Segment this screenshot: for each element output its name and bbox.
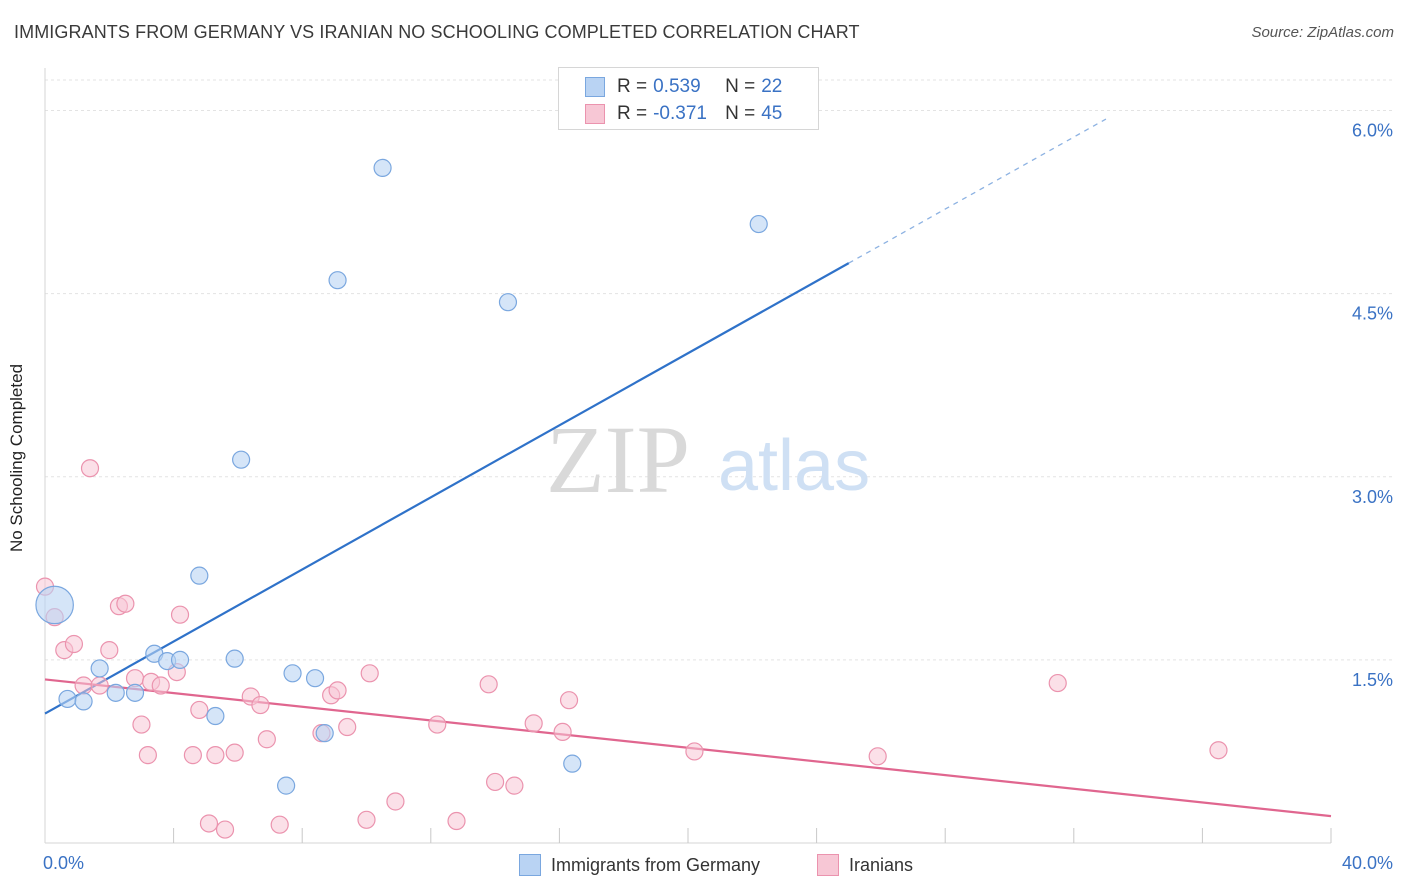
data-point-iranians — [257, 730, 276, 749]
stats-legend: R = 0.539 N = 22 R = -0.371 N = 45 — [558, 67, 819, 130]
data-point-iranians — [100, 641, 119, 660]
data-point-germany — [58, 689, 77, 709]
data-point-iranians — [183, 746, 202, 765]
data-point-iranians — [132, 715, 151, 734]
data-point-germany — [277, 776, 296, 795]
data-point-iranians — [479, 675, 498, 694]
data-point-iranians — [559, 691, 579, 710]
y-tick-label: 3.0% — [1352, 487, 1393, 507]
data-point-germany — [90, 659, 109, 678]
data-point-iranians — [338, 717, 357, 737]
r-value: -0.371 — [653, 103, 707, 124]
data-point-iranians — [206, 746, 225, 765]
y-tick-label: 1.5% — [1352, 670, 1393, 690]
data-point-iranians — [505, 776, 524, 795]
grid-lines — [45, 79, 1392, 661]
r-label: R = — [617, 103, 648, 124]
watermark: ZIP atlas — [546, 406, 870, 513]
data-point-germany — [225, 649, 244, 668]
data-point-iranians — [74, 676, 93, 695]
data-point-iranians — [553, 722, 572, 742]
data-point-germany — [106, 683, 125, 702]
data-point-iranians — [116, 594, 135, 613]
data-point-germany — [125, 683, 145, 702]
y-tick-label: 6.0% — [1352, 121, 1393, 141]
series-iranians — [35, 459, 1228, 839]
data-point-iranians — [360, 664, 379, 683]
series-immigrants-from-germany — [35, 158, 768, 795]
legend-item-iranians[interactable]: Iranians — [817, 852, 913, 878]
data-point-iranians — [685, 742, 704, 761]
data-point-iranians — [90, 676, 109, 695]
data-point-iranians — [199, 814, 219, 833]
data-point-germany — [74, 692, 93, 711]
watermark-zip: ZIP — [546, 406, 690, 513]
germany-swatch — [585, 77, 605, 97]
data-point-iranians — [251, 695, 270, 715]
data-point-germany — [498, 293, 518, 312]
source-credit: Source: ZipAtlas.com — [1251, 24, 1394, 41]
data-point-iranians — [225, 743, 244, 762]
data-point-germany — [315, 724, 334, 743]
data-point-iranians — [80, 459, 100, 478]
data-point-iranians — [328, 681, 347, 700]
watermark-atlas: atlas — [718, 426, 870, 506]
trend-line-germany-extension — [848, 118, 1107, 264]
data-point-iranians — [190, 700, 209, 720]
germany-legend-swatch — [519, 854, 541, 876]
n-label: N = — [725, 103, 756, 124]
y-axis-label: No Schooling Completed — [7, 363, 26, 553]
stats-row-iranians: R = -0.371 N = 45 — [559, 101, 782, 127]
legend-item-germany[interactable]: Immigrants from Germany — [519, 852, 760, 878]
data-point-iranians — [215, 820, 235, 839]
legend-label-germany: Immigrants from Germany — [551, 854, 761, 875]
data-point-germany — [283, 664, 302, 683]
data-point-iranians — [1048, 673, 1067, 693]
series-legend: Immigrants from Germany Iranians — [0, 852, 1406, 878]
trend-line-germany — [44, 262, 850, 715]
tick-labels: 1.5% 3.0% 4.5% 6.0% 0.0% 40.0% — [43, 121, 1393, 873]
legend-label-iranians: Iranians — [849, 854, 914, 875]
n-value: 45 — [761, 103, 783, 124]
data-point-iranians — [386, 792, 405, 811]
data-point-germany — [170, 650, 190, 669]
data-point-iranians — [524, 714, 543, 733]
chart-title: IMMIGRANTS FROM GERMANY VS IRANIAN NO SC… — [14, 22, 860, 42]
data-point-iranians — [447, 811, 466, 831]
iranians-legend-swatch — [817, 854, 839, 876]
iranians-swatch — [585, 104, 605, 124]
data-point-iranians — [138, 746, 157, 765]
data-point-iranians — [270, 815, 289, 834]
data-point-germany — [373, 158, 392, 177]
data-point-iranians — [64, 634, 84, 654]
data-point-germany — [328, 271, 347, 290]
data-point-germany — [305, 669, 325, 688]
x-tick-label: 40.0% — [1342, 853, 1393, 873]
n-label: N = — [725, 76, 756, 97]
data-point-iranians — [170, 605, 190, 624]
data-point-iranians — [428, 715, 447, 734]
data-point-germany — [749, 214, 768, 234]
stats-row-germany: R = 0.539 N = 22 — [559, 74, 782, 100]
data-point-iranians — [151, 676, 170, 695]
data-point-iranians — [486, 772, 505, 792]
data-point-germany — [232, 450, 251, 469]
data-point-iranians — [357, 810, 376, 829]
data-point-iranians — [1209, 741, 1228, 760]
data-point-germany — [35, 585, 74, 625]
data-point-iranians — [868, 747, 887, 766]
x-tick-label: 0.0% — [43, 853, 84, 873]
data-point-germany — [563, 754, 582, 773]
r-value: 0.539 — [653, 76, 701, 97]
data-point-germany — [206, 706, 225, 726]
axes — [44, 68, 1332, 844]
n-value: 22 — [761, 76, 783, 97]
y-tick-label: 4.5% — [1352, 304, 1393, 324]
data-point-germany — [190, 566, 209, 585]
r-label: R = — [617, 76, 648, 97]
